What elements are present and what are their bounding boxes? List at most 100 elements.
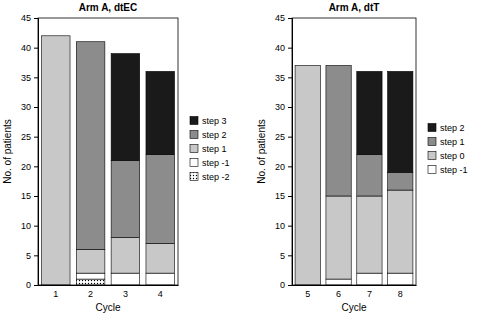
bar-segment [357,154,382,196]
legend-swatch [190,145,198,153]
y-axis: 051015202530354045 [275,13,293,290]
tick-label: 20 [275,162,285,172]
bar-segment [76,41,105,42]
tick: 40 [275,43,292,53]
tick: 4 [158,285,163,299]
legend-swatch [190,117,198,125]
tick-label: 10 [275,221,285,231]
bar-segment [295,65,320,66]
tick-mark [34,18,38,19]
tick-mark [34,255,38,256]
bar-segment [146,71,175,154]
x-axis-title: Cycle [95,302,120,313]
tick: 35 [275,73,292,83]
tick: 5 [305,285,310,299]
tick: 20 [275,162,292,172]
tick-label: 35 [275,73,285,83]
bar-segment [295,65,320,66]
bar-segment [357,196,382,273]
bar-segment [111,273,140,285]
tick-label: 4 [158,289,163,299]
legend-label: step -1 [440,165,468,175]
tick-label: 7 [367,289,372,299]
bar-segment [295,65,320,285]
bar-segment [146,273,175,285]
bar-segment [111,238,140,274]
series [76,42,174,250]
legend-swatch [428,152,436,160]
chart: 0510152025303540451234Arm A, dtECCycleNo… [2,2,230,313]
series [357,71,413,172]
tick: 15 [21,191,38,201]
tick-label: 2 [88,289,93,299]
series [76,279,105,285]
tick-label: 8 [398,289,403,299]
tick-label: 15 [275,191,285,201]
legend-swatch [428,138,436,146]
tick: 15 [275,191,292,201]
tick: 2 [88,285,93,299]
series [295,65,413,285]
tick-label: 5 [305,289,310,299]
tick: 3 [123,285,128,299]
tick-mark [34,107,38,108]
tick-label: 5 [26,251,31,261]
tick-mark [288,285,292,286]
axis-line [288,19,293,286]
tick-label: 25 [21,132,31,142]
tick-label: 35 [21,73,31,83]
tick: 7 [367,285,372,299]
legend-label: step 1 [440,137,465,147]
bar-segment [326,279,351,285]
tick-label: 45 [275,13,285,23]
axis-line [39,285,179,286]
tick-mark [288,226,292,227]
tick-mark [288,48,292,49]
bar-segment [111,160,140,237]
bar-segment [326,65,351,196]
bar-segment [111,54,140,161]
bar-segment [41,35,70,36]
tick-label: 40 [275,43,285,53]
tick: 45 [275,13,292,23]
plot-frame [38,18,178,285]
bar-segment [41,35,70,36]
tick: 10 [21,221,38,231]
tick-label: 30 [21,102,31,112]
bar-segment [326,65,351,66]
tick: 8 [398,285,403,299]
tick: 0 [280,280,292,290]
tick-mark [34,166,38,167]
y-axis-title: No. of patients [256,119,267,183]
tick: 5 [280,251,292,261]
tick-label: 20 [21,162,31,172]
tick-mark [288,196,292,197]
tick-label: 45 [21,13,31,23]
series [76,273,174,285]
tick-mark [288,18,292,19]
bar-segment [357,71,382,154]
legend-label: step 1 [202,144,227,154]
bar-segment [146,154,175,243]
legend: step 2step 1step 0step -1 [428,123,468,175]
legend-label: step -2 [202,172,230,182]
tick: 25 [21,132,38,142]
chart-title: Arm A, dtEC [79,2,138,13]
x-axis-title: Cycle [341,302,366,313]
bar-segment [388,273,413,285]
series [41,36,174,285]
tick-mark [288,77,292,78]
tick: 20 [21,162,38,172]
legend-label: step 3 [202,116,227,126]
chart-title: Arm A, dtT [329,2,380,13]
tick: 45 [21,13,38,23]
legend: step 3step 2step 1step -1step -2 [190,116,230,182]
tick-label: 0 [26,280,31,290]
series [111,54,174,161]
x-axis: 5678 [293,285,417,299]
x-axis: 1234 [39,285,179,299]
tick-label: 15 [21,191,31,201]
bar-segment [76,279,105,285]
legend-swatch [428,166,436,174]
bar-segment [326,196,351,279]
